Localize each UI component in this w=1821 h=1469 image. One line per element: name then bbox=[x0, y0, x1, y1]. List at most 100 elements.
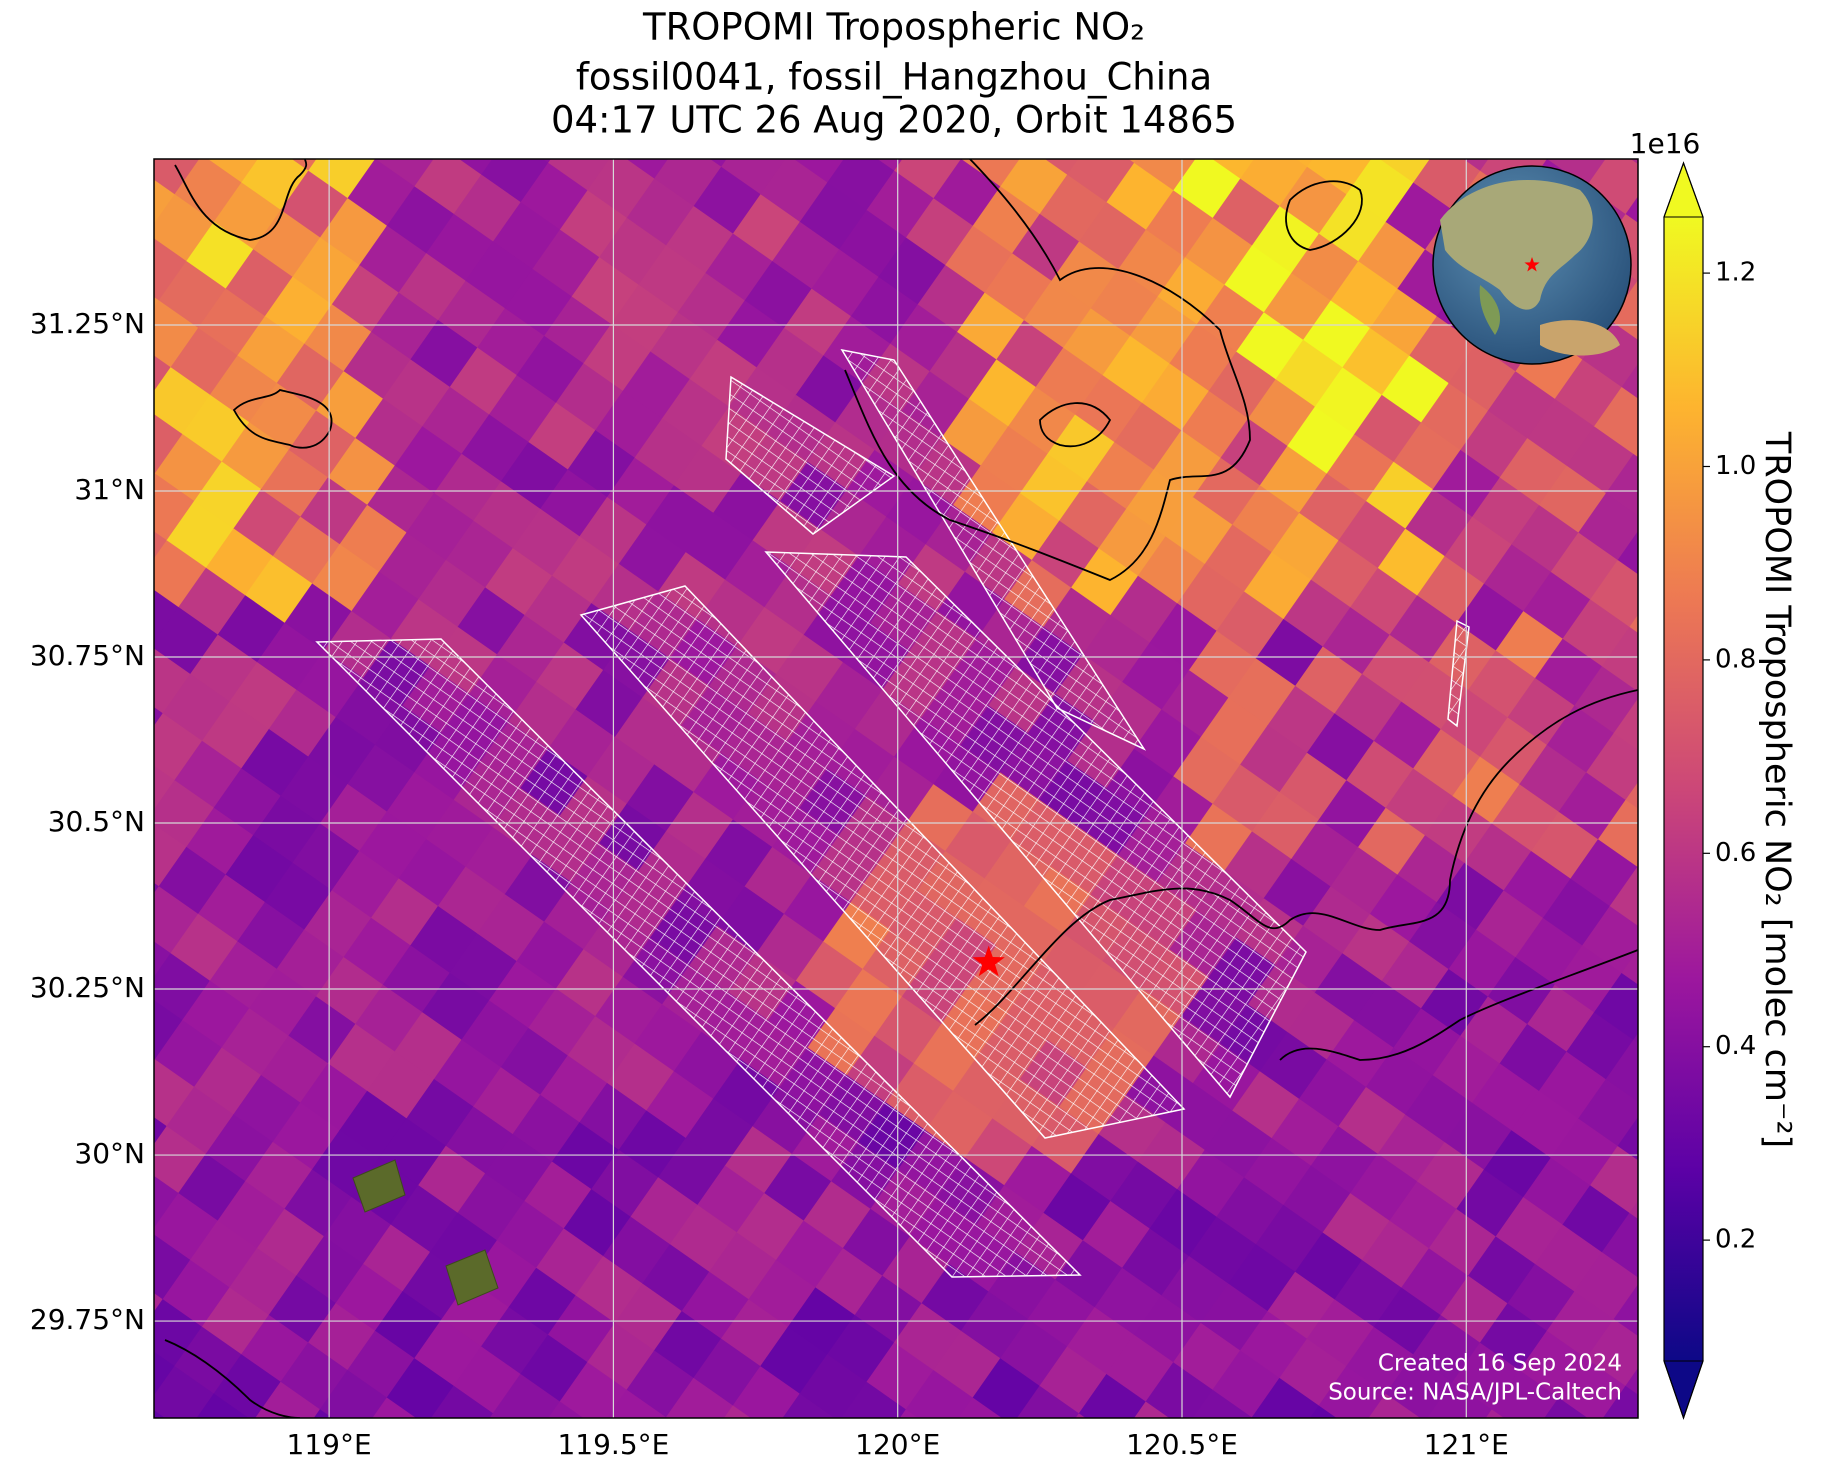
colorbar-extend-min bbox=[1663, 1360, 1704, 1420]
no2-pixel bbox=[1401, 76, 1469, 144]
no2-pixel bbox=[984, 1425, 1052, 1469]
terrain-patch bbox=[352, 1159, 406, 1213]
source-note: Source: NASA/JPL-Caltech bbox=[1328, 1380, 1622, 1406]
no2-pixel bbox=[1251, 1377, 1320, 1418]
no2-pixel bbox=[154, 858, 160, 927]
no2-pixel bbox=[771, 1393, 840, 1418]
no2-pixel bbox=[944, 1397, 1013, 1418]
x-tick-label: 120°E bbox=[855, 1428, 940, 1461]
footprints bbox=[315, 348, 1470, 1278]
footprint bbox=[579, 585, 1186, 1139]
no2-pixel bbox=[68, 725, 136, 793]
no2-pixel bbox=[1507, 159, 1576, 161]
y-tick-label: 29.75°N bbox=[30, 1303, 145, 1336]
no2-pixel bbox=[225, 1421, 293, 1469]
map-frame bbox=[153, 158, 1639, 1419]
coastline bbox=[164, 1339, 301, 1418]
colorbar-multiplier: 1e16 bbox=[1630, 127, 1701, 160]
no2-pixel bbox=[319, 1369, 388, 1418]
no2-pixel bbox=[905, 1370, 974, 1418]
colorbar-tick-label: 0.4 bbox=[1715, 1031, 1756, 1061]
globe-site-marker bbox=[1524, 257, 1540, 272]
colorbar-label: TROPOMI Tropospheric NO₂ [molec cm⁻²] bbox=[1757, 431, 1797, 1148]
no2-pixel bbox=[64, 898, 132, 966]
no2-pixel bbox=[154, 1031, 156, 1100]
no2-pixel bbox=[1424, 1381, 1493, 1418]
no2-pixel bbox=[158, 1433, 226, 1469]
no2-pixel bbox=[402, 80, 470, 148]
no2-pixel bbox=[72, 552, 140, 620]
no2-pixel bbox=[1597, 1385, 1638, 1418]
colorbar-tick-label: 0.8 bbox=[1715, 644, 1756, 674]
title-line-1: TROPOMI Tropospheric NO₂ bbox=[642, 6, 1145, 49]
no2-pixel bbox=[464, 1413, 534, 1418]
graticule bbox=[154, 159, 1638, 1418]
terrain-patches bbox=[352, 1159, 499, 1306]
x-tick-label: 119.5°E bbox=[557, 1428, 669, 1461]
site-marker bbox=[972, 945, 1005, 977]
y-tick-label: 31.25°N bbox=[30, 307, 145, 340]
footprint bbox=[840, 348, 1147, 751]
x-tick-label: 119°E bbox=[287, 1428, 372, 1461]
y-tick-label: 30.75°N bbox=[30, 639, 145, 672]
y-tick-label: 30°N bbox=[74, 1137, 145, 1170]
no2-pixel bbox=[229, 76, 297, 144]
colorbar-tick-label: 0.2 bbox=[1715, 1225, 1756, 1255]
no2-pixel bbox=[1330, 1433, 1398, 1469]
no2-pixel bbox=[358, 1397, 427, 1418]
colorbar-tick-label: 0.6 bbox=[1715, 838, 1756, 868]
no2-pixel bbox=[1503, 1437, 1571, 1469]
no2-pixel bbox=[469, 68, 537, 136]
y-tick-label: 30.25°N bbox=[30, 971, 145, 1004]
no2-pixel bbox=[492, 1373, 561, 1418]
coastline bbox=[1039, 402, 1112, 448]
no2-pixel bbox=[1184, 1389, 1253, 1418]
no2-pixel bbox=[1357, 1393, 1426, 1418]
no2-pixel bbox=[1228, 72, 1296, 140]
globe-land bbox=[1440, 180, 1593, 310]
no2-pixel bbox=[1078, 1373, 1147, 1418]
coastline bbox=[1285, 180, 1363, 251]
no2-pixel bbox=[398, 1425, 466, 1469]
no2-pixel bbox=[1491, 1370, 1560, 1418]
footprint bbox=[725, 375, 896, 535]
coastline bbox=[844, 159, 1251, 581]
no2-pixel bbox=[79, 1378, 147, 1446]
title-line-2: fossil0041, fossil_Hangzhou_China bbox=[576, 56, 1212, 99]
y-tick-label: 31°N bbox=[74, 473, 145, 506]
no2-pixel bbox=[1011, 1385, 1080, 1418]
terrain-patch bbox=[445, 1249, 499, 1306]
colorbar: 0.2 0.4 0.6 0.8 1.0 1.2 bbox=[1663, 161, 1756, 1420]
no2-pixel bbox=[1050, 1413, 1119, 1418]
no2-pixel bbox=[425, 1385, 494, 1418]
footprint bbox=[315, 638, 1082, 1278]
colorbar-body bbox=[1664, 217, 1703, 1361]
coastlines bbox=[164, 159, 1638, 1418]
colorbar-tick-label: 1.0 bbox=[1715, 451, 1756, 481]
no2-pixel bbox=[665, 1377, 734, 1418]
globe-land bbox=[1479, 285, 1500, 335]
no2-pixel bbox=[1267, 159, 1336, 169]
footprint bbox=[764, 551, 1307, 1099]
y-tick-label: 30.5°N bbox=[48, 805, 145, 838]
x-tick-label: 120.5°E bbox=[1126, 1428, 1238, 1461]
no2-pixel bbox=[83, 1205, 151, 1273]
colorbar-extend-max bbox=[1663, 161, 1704, 218]
no2-pixel bbox=[838, 1381, 907, 1418]
coastline bbox=[232, 389, 333, 449]
created-note: Created 16 Sep 2024 bbox=[1378, 1351, 1622, 1377]
no2-pixel bbox=[80, 206, 148, 274]
no2-pixel bbox=[76, 379, 144, 447]
coastline bbox=[1279, 949, 1638, 1061]
no2-pixel bbox=[162, 88, 230, 156]
colorbar-tick-label: 1.2 bbox=[1715, 258, 1756, 288]
no2-pixel bbox=[1334, 88, 1402, 156]
coastline bbox=[174, 159, 308, 241]
no2-pixel bbox=[1570, 1425, 1638, 1469]
coastline bbox=[974, 689, 1638, 1026]
globe-land bbox=[1540, 320, 1620, 356]
no2-pixel bbox=[1530, 1397, 1599, 1418]
no2-pixel bbox=[744, 1433, 812, 1469]
no2-pixel bbox=[335, 159, 404, 161]
